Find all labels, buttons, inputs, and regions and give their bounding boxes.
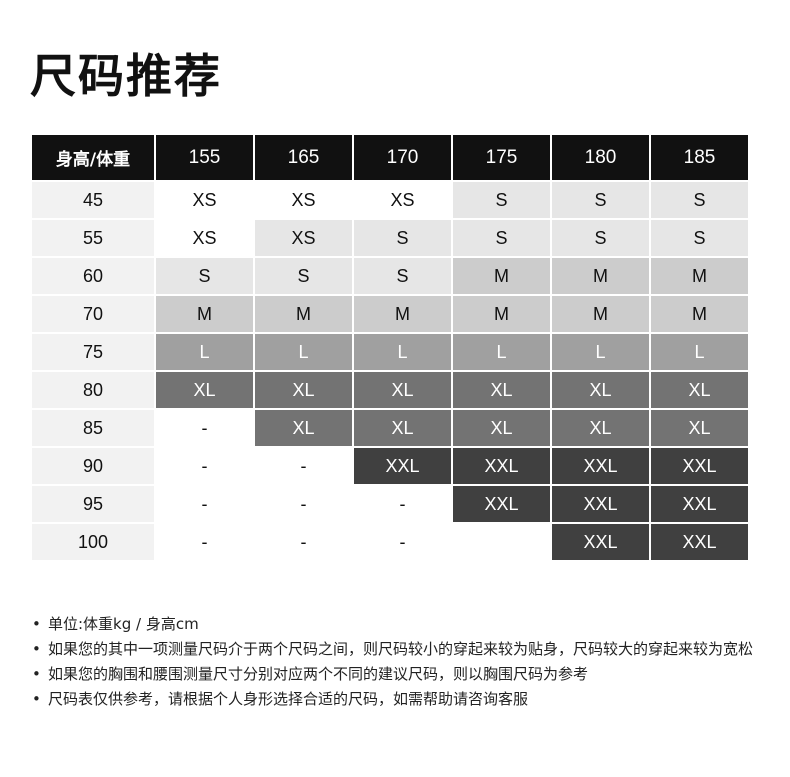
table-row: 75 L L L L L L <box>30 332 750 372</box>
size-cell: - <box>154 484 255 524</box>
size-cell: XXL <box>649 484 750 524</box>
size-cell: XXL <box>352 446 453 486</box>
size-cell: L <box>649 332 750 372</box>
size-cell: S <box>550 218 651 258</box>
weight-label: 70 <box>30 294 156 334</box>
table-row: 80 XL XL XL XL XL XL <box>30 370 750 410</box>
size-cell: XS <box>154 180 255 220</box>
table-row: 100- - - XXL XXL <box>30 522 750 562</box>
size-cell: XXL <box>550 484 651 524</box>
height-header: 155 <box>154 133 255 182</box>
size-cell: - <box>154 522 255 562</box>
table-row: 60 S S S M M M <box>30 256 750 296</box>
height-header: 180 <box>550 133 651 182</box>
weight-label: 85 <box>30 408 156 448</box>
weight-label: 55 <box>30 218 156 258</box>
size-cell: - <box>253 484 354 524</box>
size-cell: - <box>352 484 453 524</box>
weight-label: 75 <box>30 332 156 372</box>
size-cell: XL <box>352 370 453 410</box>
size-cell: S <box>253 256 354 296</box>
size-cell: XS <box>253 180 354 220</box>
size-cell: S <box>352 256 453 296</box>
table-row: 95- - - XXL XXL XXL <box>30 484 750 524</box>
size-cell: M <box>451 294 552 334</box>
size-cell: M <box>550 256 651 296</box>
size-cell: M <box>649 294 750 334</box>
table-row: 55 XS XS S S S S <box>30 218 750 258</box>
table-row: 85- XL XL XL XL XL <box>30 408 750 448</box>
note-item: 尺码表仅供参考，请根据个人身形选择合适的尺码，如需帮助请咨询客服 <box>30 687 770 712</box>
note-item: 如果您的其中一项测量尺码介于两个尺码之间，则尺码较小的穿起来较为贴身，尺码较大的… <box>30 637 770 662</box>
size-cell: XL <box>253 408 354 448</box>
size-cell: - <box>253 446 354 486</box>
size-cell: S <box>649 180 750 220</box>
size-cell: S <box>451 180 552 220</box>
size-cell: XXL <box>550 522 651 562</box>
size-cell: XS <box>352 180 453 220</box>
header-row: 身高/体重 155 165 170 175 180 185 <box>30 133 750 182</box>
size-cell: XXL <box>649 522 750 562</box>
size-cell: M <box>649 256 750 296</box>
height-header: 175 <box>451 133 552 182</box>
size-cell: XL <box>550 370 651 410</box>
size-cell: L <box>253 332 354 372</box>
size-cell: - <box>253 522 354 562</box>
size-chart-table: 身高/体重 155 165 170 175 180 185 45 XS XS XS S S S 55 XS… <box>30 133 750 562</box>
size-cell: XXL <box>451 446 552 486</box>
weight-label: 60 <box>30 256 156 296</box>
size-cell: L <box>352 332 453 372</box>
weight-label: 45 <box>30 180 156 220</box>
weight-label: 90 <box>30 446 156 486</box>
size-cell: XS <box>253 218 354 258</box>
size-cell: XXL <box>451 484 552 524</box>
height-header: 165 <box>253 133 354 182</box>
size-cell: XL <box>550 408 651 448</box>
size-cell: XL <box>154 370 255 410</box>
table-row: 70 M M M M M M <box>30 294 750 334</box>
weight-label: 95 <box>30 484 156 524</box>
height-header: 185 <box>649 133 750 182</box>
size-cell: XXL <box>649 446 750 486</box>
size-cell: XL <box>649 408 750 448</box>
size-cell: S <box>649 218 750 258</box>
size-cell: S <box>154 256 255 296</box>
size-cell: M <box>550 294 651 334</box>
size-cell: L <box>154 332 255 372</box>
size-cell: L <box>451 332 552 372</box>
size-cell: - <box>154 408 255 448</box>
table-row: 45 XS XS XS S S S <box>30 180 750 220</box>
height-header: 170 <box>352 133 453 182</box>
table-row: 90- - XXL XXL XXL XXL <box>30 446 750 486</box>
size-cell: - <box>352 522 453 562</box>
size-cell: XS <box>154 218 255 258</box>
note-item: 如果您的胸围和腰围测量尺寸分别对应两个不同的建议尺码，则以胸围尺码为参考 <box>30 662 770 687</box>
size-cell: M <box>253 294 354 334</box>
size-cell: XL <box>649 370 750 410</box>
corner-header: 身高/体重 <box>30 133 156 182</box>
size-cell: XL <box>451 370 552 410</box>
page-title: 尺码推荐 <box>30 49 222 103</box>
size-cell: XL <box>253 370 354 410</box>
weight-label: 100 <box>30 522 156 562</box>
size-cell: M <box>451 256 552 296</box>
weight-label: 80 <box>30 370 156 410</box>
size-cell: - <box>154 446 255 486</box>
size-cell: S <box>451 218 552 258</box>
size-cell <box>451 522 552 562</box>
size-cell: S <box>550 180 651 220</box>
size-cell: M <box>154 294 255 334</box>
size-cell: L <box>550 332 651 372</box>
size-cell: XXL <box>550 446 651 486</box>
notes-list: 单位:体重kg / 身高cm如果您的其中一项测量尺码介于两个尺码之间，则尺码较小… <box>30 612 770 712</box>
note-item: 单位:体重kg / 身高cm <box>30 612 770 637</box>
size-cell: XL <box>352 408 453 448</box>
size-cell: S <box>352 218 453 258</box>
size-cell: XL <box>451 408 552 448</box>
size-cell: M <box>352 294 453 334</box>
